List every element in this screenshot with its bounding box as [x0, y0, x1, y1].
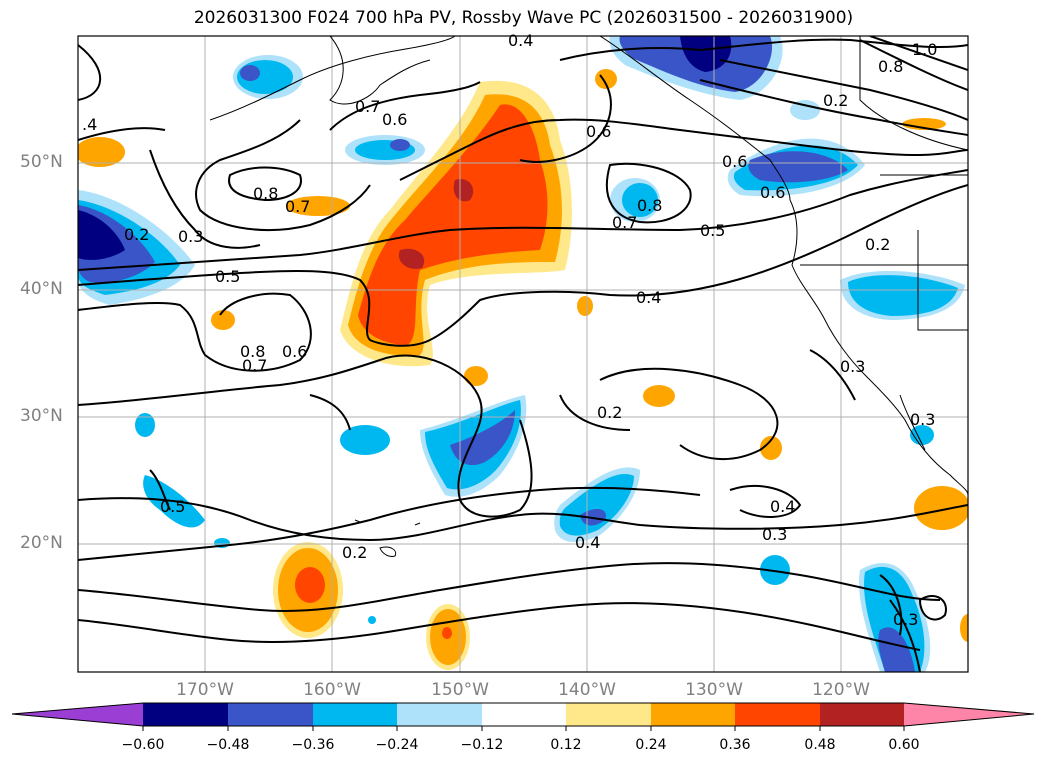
colorbar-segment: [566, 703, 651, 726]
contour-label: 1.0: [912, 40, 937, 59]
colorbar-segment: [820, 703, 904, 726]
colorbar-tick-label: −0.12: [460, 737, 504, 753]
contour-label: 0.6: [722, 152, 747, 171]
contour-label: 0.7: [612, 213, 637, 232]
colorbar-segment: [482, 703, 566, 726]
contour-label: 0.3: [762, 525, 787, 544]
colorbar-segment: [143, 703, 228, 726]
contour-label: 0.3: [178, 227, 203, 246]
colorbar-tick-label: 0.24: [635, 737, 667, 753]
pv-contours: [78, 36, 968, 672]
lon-label-150w: 150°W: [431, 680, 489, 700]
colorbar-tick-label: 0.60: [888, 737, 920, 753]
contour-label: 0.3: [893, 610, 918, 629]
lat-label-30n: 30°N: [20, 406, 63, 426]
colorbar-segment: [397, 703, 482, 726]
contour-label: 0.2: [597, 403, 622, 422]
contour-label: 0.8: [878, 57, 903, 76]
lon-label-160w: 160°W: [303, 680, 361, 700]
colorbar-segment: [651, 703, 735, 726]
contour-label: 0.5: [700, 221, 725, 240]
contour-label-group: 0.4 0.7 0.6 0.8 0.7 0.3 0.5 0.2 0.8 0.6 …: [82, 31, 937, 629]
contour-label: 0.6: [586, 122, 611, 141]
colorbar-tick-label: −0.36: [291, 737, 335, 753]
contour-label: 0.8: [253, 184, 278, 203]
colorbar-tick-label: −0.24: [375, 737, 419, 753]
contour-label: 0.7: [242, 356, 267, 375]
contour-label: 0.7: [285, 197, 310, 216]
contour-label: 0.6: [382, 110, 407, 129]
colorbar-tick-label: −0.48: [206, 737, 250, 753]
colorbar-tick-label: −0.60: [121, 737, 165, 753]
colorbar-segment: [228, 703, 313, 726]
lon-label-170w: 170°W: [176, 680, 234, 700]
lat-label-20n: 20°N: [20, 533, 63, 553]
colorbar-max-extend: [904, 703, 1034, 726]
contour-label: 0.4: [770, 497, 795, 516]
colorbar: [11, 702, 1035, 731]
contour-label: 0.5: [160, 497, 185, 516]
contour-label: 0.8: [637, 196, 662, 215]
contour-label: 0.4: [508, 31, 533, 50]
contour-label: 0.3: [840, 357, 865, 376]
contour-label: 0.6: [282, 342, 307, 361]
map-frame: [77, 35, 969, 673]
colorbar-tick-label: 0.36: [719, 737, 751, 753]
contour-label: 0.4: [575, 533, 600, 552]
contour-label: 0.2: [865, 235, 890, 254]
contour-label: 0.4: [636, 288, 661, 307]
contour-label: 0.3: [910, 410, 935, 429]
colorbar-tick-label: 0.48: [804, 737, 836, 753]
contour-label: 0.5: [215, 267, 240, 286]
lon-label-130w: 130°W: [685, 680, 743, 700]
contour-label: 0.8: [240, 342, 265, 361]
lon-label-140w: 140°W: [558, 680, 616, 700]
colorbar-segment: [735, 703, 820, 726]
contour-label: 0.2: [823, 91, 848, 110]
contour-label: 0.7: [355, 97, 380, 116]
contour-label: .4: [82, 115, 97, 134]
contour-label: 0.6: [760, 183, 785, 202]
graticule: [78, 36, 968, 672]
colorbar-tick-label: 0.12: [550, 737, 582, 753]
contour-label: 0.2: [124, 225, 149, 244]
lat-label-40n: 40°N: [20, 279, 63, 299]
coastlines: [209, 36, 968, 557]
colorbar-min-extend: [12, 703, 143, 726]
plot-title: 2026031300 F024 700 hPa PV, Rossby Wave …: [193, 8, 854, 28]
lon-label-120w: 120°W: [812, 680, 870, 700]
contour-label: 0.2: [342, 543, 367, 562]
colorbar-segment: [313, 703, 397, 726]
lat-label-50n: 50°N: [20, 152, 63, 172]
